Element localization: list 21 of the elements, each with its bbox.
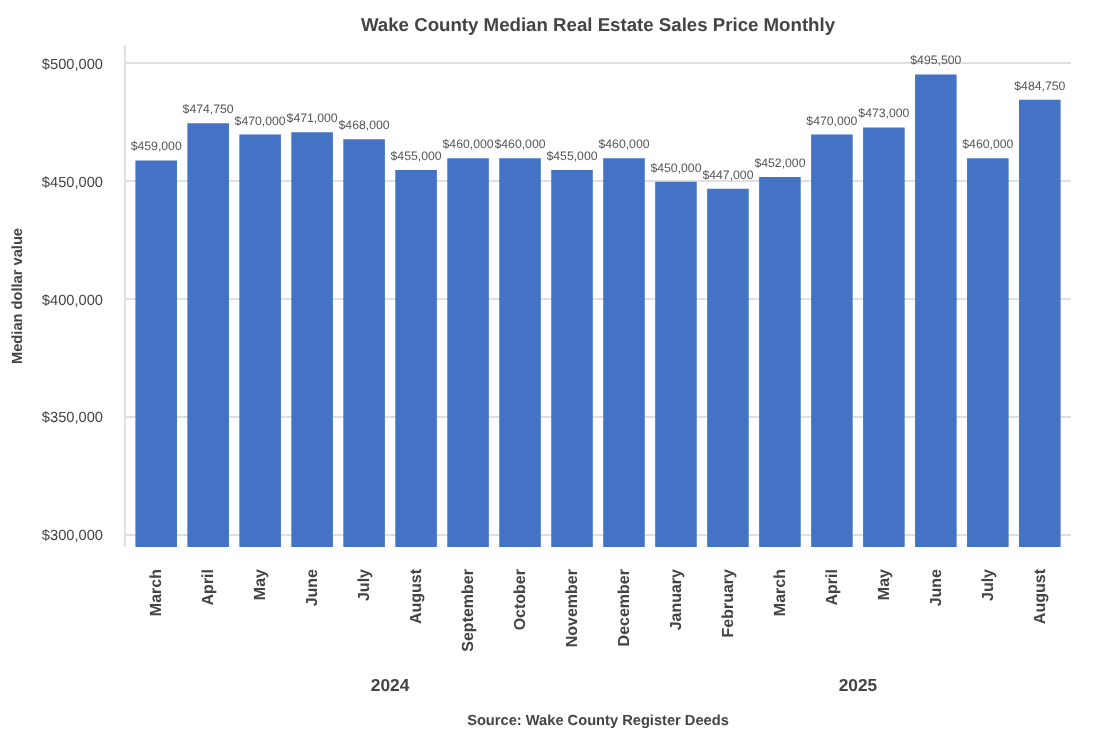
chart-title: Wake County Median Real Estate Sales Price Monthly bbox=[360, 15, 837, 35]
text: 2024 bbox=[370, 675, 410, 695]
x-tick-label: January bbox=[666, 567, 685, 631]
x-tick-label: April bbox=[199, 568, 218, 606]
x-tick-label: August bbox=[407, 568, 426, 625]
x-tick-label: November bbox=[563, 569, 582, 648]
x-tick-label: August bbox=[1030, 568, 1049, 625]
x-tick-label: July bbox=[978, 567, 997, 602]
x-tick-label: July bbox=[355, 567, 374, 602]
x-tick-label: March bbox=[147, 568, 166, 617]
x-tick-label: October bbox=[511, 569, 530, 631]
x-tick-label: March bbox=[770, 568, 789, 617]
x-tick-label: September bbox=[459, 568, 478, 652]
x-tick-label: December bbox=[614, 569, 633, 647]
x-tick-label: May bbox=[251, 567, 270, 601]
x-tick-label: April bbox=[822, 568, 841, 606]
x-tick-label: February bbox=[718, 567, 737, 638]
x-tick-label: June bbox=[303, 567, 322, 607]
x-tick-label: May bbox=[874, 567, 893, 601]
x-tick-label: June bbox=[926, 567, 945, 607]
text: 2025 bbox=[838, 675, 878, 695]
